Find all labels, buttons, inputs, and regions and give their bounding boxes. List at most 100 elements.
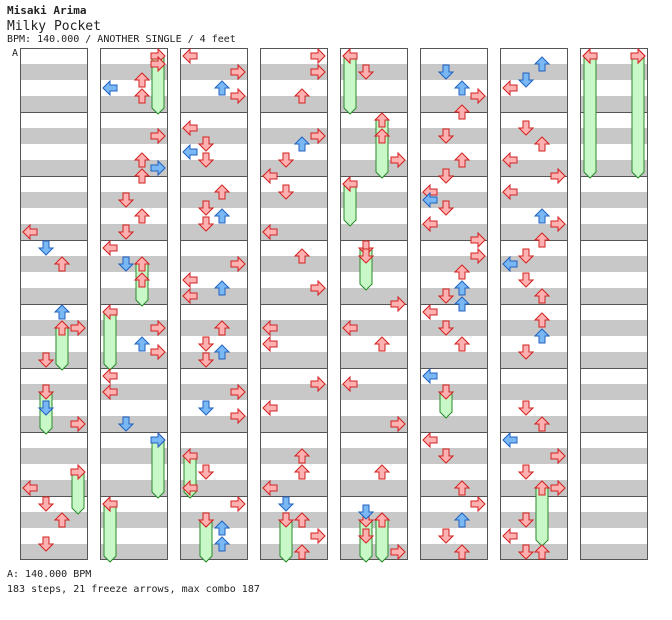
beat-band <box>100 352 168 368</box>
beat-band <box>420 192 488 208</box>
right-arrow-icon <box>230 407 246 425</box>
up-arrow-icon <box>133 168 151 184</box>
beat-band <box>20 288 88 304</box>
up-arrow-icon <box>453 480 471 496</box>
beat-band <box>20 512 88 528</box>
beat-band <box>500 384 568 400</box>
left-arrow-icon <box>342 47 358 65</box>
freeze-body <box>103 311 117 371</box>
up-arrow-icon <box>213 280 231 296</box>
freeze-body <box>103 503 117 563</box>
beat-band <box>580 288 648 304</box>
right-arrow-icon <box>150 431 166 449</box>
right-arrow-icon <box>310 375 326 393</box>
up-arrow-icon <box>533 56 551 72</box>
beat-band <box>100 480 168 496</box>
up-arrow-icon <box>213 520 231 536</box>
up-arrow-icon <box>453 296 471 312</box>
beat-band <box>100 512 168 528</box>
beat-band <box>20 416 88 432</box>
right-arrow-icon <box>150 127 166 145</box>
up-arrow-icon <box>133 256 151 272</box>
beat-band <box>580 448 648 464</box>
beat-band <box>340 192 408 208</box>
up-arrow-icon <box>213 320 231 336</box>
down-arrow-icon <box>517 400 535 416</box>
beat-band <box>180 384 248 400</box>
beat-band <box>180 256 248 272</box>
down-arrow-icon <box>197 352 215 368</box>
right-arrow-icon <box>470 247 486 265</box>
beat-band <box>420 416 488 432</box>
beat-band <box>580 224 648 240</box>
right-arrow-icon <box>550 447 566 465</box>
left-arrow-icon <box>342 375 358 393</box>
beat-band <box>420 288 488 304</box>
down-arrow-icon <box>437 128 455 144</box>
left-arrow-icon <box>182 47 198 65</box>
beat-band <box>580 128 648 144</box>
freeze-arrow <box>53 320 71 371</box>
left-arrow-icon <box>422 367 438 385</box>
left-arrow-icon <box>262 319 278 337</box>
beat-band <box>260 96 328 112</box>
freeze-arrow <box>102 303 118 371</box>
down-arrow-icon <box>197 336 215 352</box>
column-border <box>420 48 488 560</box>
up-arrow-icon <box>373 112 391 128</box>
beat-band <box>420 448 488 464</box>
down-arrow-icon <box>117 256 135 272</box>
down-arrow-icon <box>517 248 535 264</box>
beat-band <box>180 64 248 80</box>
beat-band <box>100 448 168 464</box>
beat-band <box>580 192 648 208</box>
down-arrow-icon <box>197 512 215 528</box>
up-arrow-icon <box>533 136 551 152</box>
chart-column <box>100 48 168 560</box>
beat-band <box>500 448 568 464</box>
up-arrow-icon <box>133 152 151 168</box>
down-arrow-icon <box>37 400 55 416</box>
up-arrow-icon <box>453 152 471 168</box>
up-arrow-icon <box>213 344 231 360</box>
beat-band <box>100 96 168 112</box>
beat-band <box>500 64 568 80</box>
beat-band <box>580 384 648 400</box>
step-summary: 183 steps, 21 freeze arrows, max combo 1… <box>7 584 260 595</box>
down-arrow-icon <box>437 288 455 304</box>
left-arrow-icon <box>502 527 518 545</box>
freeze-arrow <box>533 480 551 547</box>
beat-band <box>100 192 168 208</box>
left-arrow-icon <box>342 319 358 337</box>
beat-band <box>420 256 488 272</box>
up-arrow-icon <box>293 248 311 264</box>
beat-band <box>500 160 568 176</box>
chart-column <box>420 48 488 560</box>
right-arrow-icon <box>550 215 566 233</box>
down-arrow-icon <box>357 248 375 264</box>
up-arrow-icon <box>533 328 551 344</box>
up-arrow-icon <box>453 104 471 120</box>
right-arrow-icon <box>310 63 326 81</box>
beat-band <box>100 320 168 336</box>
freeze-body <box>343 55 357 115</box>
right-arrow-icon <box>70 463 86 481</box>
beat-band <box>340 288 408 304</box>
beat-band <box>340 128 408 144</box>
freeze-body <box>631 55 645 179</box>
beat-band <box>340 512 408 528</box>
beat-band <box>340 256 408 272</box>
beat-band <box>20 352 88 368</box>
down-arrow-icon <box>277 184 295 200</box>
beat-band <box>500 128 568 144</box>
up-arrow-icon <box>293 544 311 560</box>
left-arrow-icon <box>582 47 598 65</box>
beat-band <box>260 128 328 144</box>
left-arrow-icon <box>182 479 198 497</box>
beat-band <box>500 480 568 496</box>
beat-band <box>340 448 408 464</box>
down-arrow-icon <box>277 496 295 512</box>
bpm-summary: A: 140.000 BPM <box>7 569 92 580</box>
up-arrow-icon <box>293 88 311 104</box>
up-arrow-icon <box>293 512 311 528</box>
